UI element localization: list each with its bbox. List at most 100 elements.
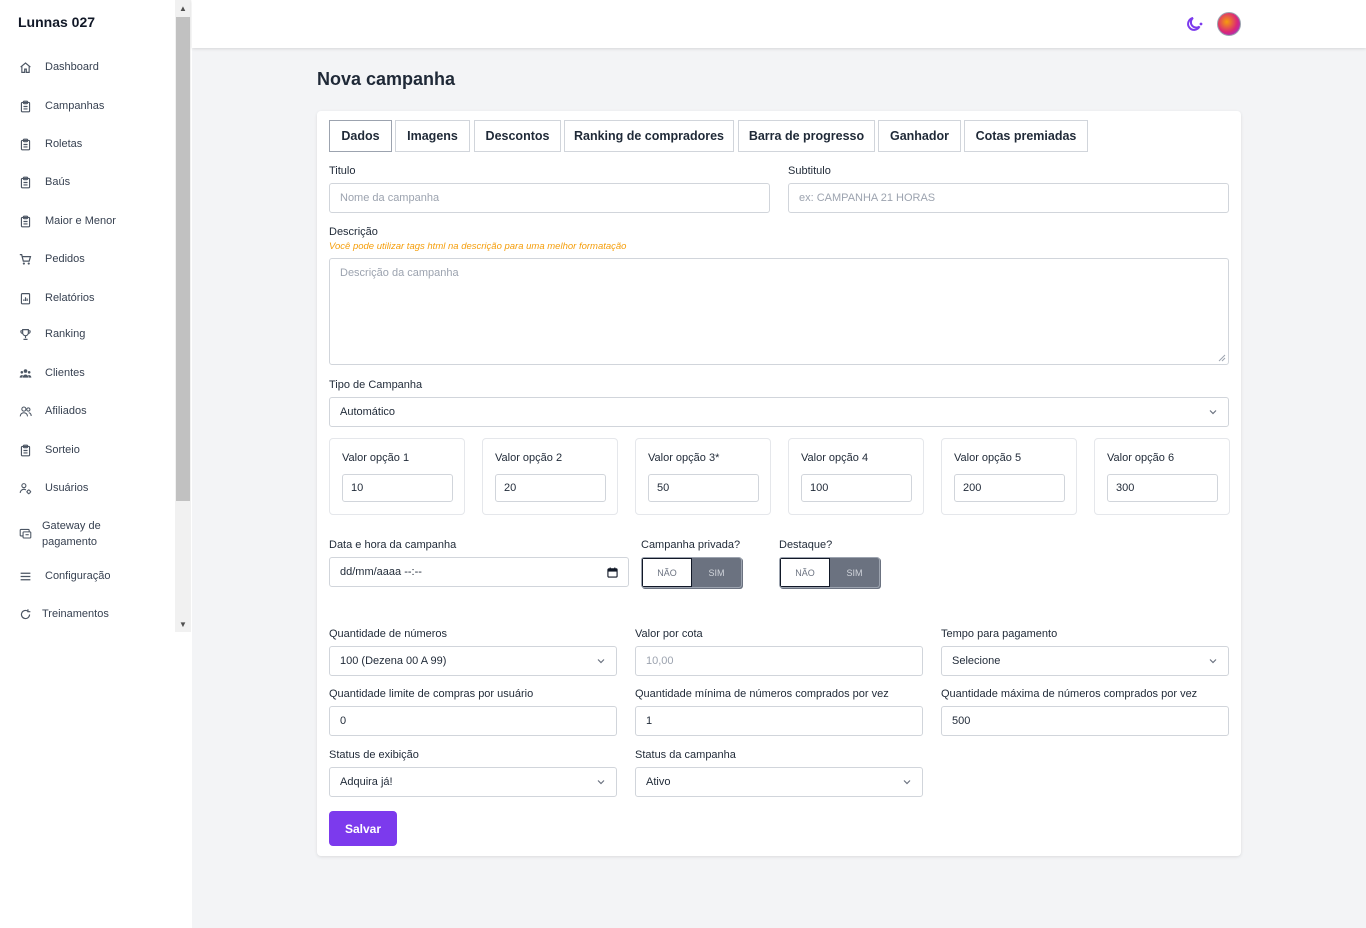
refresh-icon	[18, 607, 32, 621]
valor-opcao-4-box: Valor opção 4 100	[788, 438, 924, 515]
limite-compras-input[interactable]: 0	[329, 706, 617, 736]
tipo-campanha-select[interactable]: Automático	[329, 397, 1229, 427]
destaque-yes[interactable]: SIM	[830, 558, 879, 587]
maximo-numeros-label: Quantidade máxima de números comprados p…	[941, 688, 1198, 700]
sidebar-item-maior-menor[interactable]: Maior e Menor	[18, 213, 168, 229]
trophy-icon	[18, 327, 32, 341]
subtitulo-input[interactable]: ex: CAMPANHA 21 HORAS	[788, 183, 1229, 213]
descricao-placeholder: Descrição da campanha	[340, 267, 459, 279]
scroll-thumb[interactable]	[176, 17, 190, 501]
valor-opcao-5-label: Valor opção 5	[954, 452, 1022, 464]
valor-opcao-3-input[interactable]: 50	[648, 474, 759, 502]
clipboard-icon	[18, 214, 32, 228]
chevron-down-icon	[903, 780, 911, 785]
valor-opcao-2-box: Valor opção 2 20	[482, 438, 618, 515]
calendar-icon[interactable]	[607, 567, 618, 578]
data-hora-placeholder: dd/mm/aaaa --:--	[340, 566, 422, 578]
tab-imagens[interactable]: Imagens	[395, 120, 470, 152]
valor-opcao-1-label: Valor opção 1	[342, 452, 410, 464]
tipo-campanha-label: Tipo de Campanha	[329, 379, 423, 391]
sidebar-item-configuracao[interactable]: Configuração	[18, 568, 168, 584]
subtitulo-label: Subtitulo	[788, 165, 831, 177]
sidebar-scrollbar[interactable]: ▲ ▼	[175, 0, 191, 632]
menu-icon	[18, 569, 32, 583]
status-campanha-value: Ativo	[646, 776, 671, 788]
data-hora-input[interactable]: dd/mm/aaaa --:--	[329, 557, 629, 587]
sidebar-item-sorteio[interactable]: Sorteio	[18, 442, 168, 458]
valor-cota-label: Valor por cota	[635, 628, 703, 640]
limite-compras-label: Quantidade limite de compras por usuário	[329, 688, 534, 700]
campanha-privada-no[interactable]: NÃO	[642, 558, 692, 587]
descricao-textarea[interactable]: Descrição da campanha	[329, 258, 1229, 365]
quantidade-numeros-label: Quantidade de números	[329, 628, 448, 640]
valor-opcao-3-label: Valor opção 3*	[648, 452, 720, 464]
titulo-label: Titulo	[329, 165, 356, 177]
sidebar-item-baus[interactable]: Baús	[18, 174, 168, 190]
sidebar-item-treinamentos[interactable]: Treinamentos	[18, 606, 168, 622]
resize-handle-icon[interactable]	[1218, 354, 1226, 362]
valor-cota-input[interactable]: 10,00	[635, 646, 923, 676]
valor-opcao-1-input[interactable]: 10	[342, 474, 453, 502]
valor-opcao-6-input[interactable]: 300	[1107, 474, 1218, 502]
sidebar-item-usuarios[interactable]: Usuários	[18, 480, 168, 496]
status-campanha-label: Status da campanha	[635, 749, 736, 761]
valor-opcao-4-label: Valor opção 4	[801, 452, 869, 464]
save-button[interactable]: Salvar	[329, 811, 397, 846]
tab-ganhador[interactable]: Ganhador	[878, 120, 961, 152]
descricao-label: Descrição	[329, 226, 378, 238]
valor-opcao-4-input[interactable]: 100	[801, 474, 912, 502]
chevron-down-icon	[1209, 659, 1217, 664]
sidebar-item-relatorios[interactable]: Relatórios	[18, 290, 168, 306]
valor-opcao-5-box: Valor opção 5 200	[941, 438, 1077, 515]
users-group-icon	[18, 366, 32, 380]
quantidade-numeros-value: 100 (Dezena 00 A 99)	[340, 655, 447, 667]
sidebar-item-pedidos[interactable]: Pedidos	[18, 251, 168, 267]
status-exibicao-label: Status de exibição	[329, 749, 419, 761]
quantidade-numeros-select[interactable]: 100 (Dezena 00 A 99)	[329, 646, 617, 676]
campaign-form-card: Dados Imagens Descontos Ranking de compr…	[317, 111, 1241, 856]
titulo-input[interactable]: Nome da campanha	[329, 183, 770, 213]
chevron-down-icon	[597, 780, 605, 785]
minimo-numeros-input[interactable]: 1	[635, 706, 923, 736]
tab-dados[interactable]: Dados	[329, 120, 392, 152]
cart-icon	[18, 252, 32, 266]
sidebar-item-roletas[interactable]: Roletas	[18, 136, 168, 152]
brand-title: Lunnas 027	[18, 14, 96, 30]
sidebar-item-dashboard[interactable]: Dashboard	[18, 59, 168, 75]
clipboard-icon	[18, 99, 32, 113]
data-hora-label: Data e hora da campanha	[329, 539, 457, 551]
destaque-toggle[interactable]: NÃO SIM	[779, 557, 880, 588]
tab-ranking-compradores[interactable]: Ranking de compradores	[564, 120, 734, 152]
scroll-up-arrow-icon[interactable]: ▲	[179, 3, 187, 13]
sidebar-item-campanhas[interactable]: Campanhas	[18, 98, 168, 114]
valor-opcao-3-box: Valor opção 3* 50	[635, 438, 771, 515]
moon-icon[interactable]	[1184, 14, 1204, 34]
campanha-privada-toggle[interactable]: NÃO SIM	[641, 557, 742, 588]
tab-cotas-premiadas[interactable]: Cotas premiadas	[964, 120, 1088, 152]
sidebar-item-afiliados[interactable]: Afiliados	[18, 403, 168, 419]
destaque-label: Destaque?	[779, 539, 833, 551]
campanha-privada-yes[interactable]: SIM	[692, 558, 741, 587]
tempo-pagamento-label: Tempo para pagamento	[941, 628, 1058, 640]
destaque-no[interactable]: NÃO	[780, 558, 830, 587]
top-header	[192, 0, 1366, 48]
sidebar-item-ranking[interactable]: Ranking	[18, 326, 168, 342]
status-campanha-select[interactable]: Ativo	[635, 767, 923, 797]
scroll-down-arrow-icon[interactable]: ▼	[179, 619, 187, 629]
maximo-numeros-input[interactable]: 500	[941, 706, 1229, 736]
sidebar-item-gateway[interactable]: Gateway de pagamento	[18, 518, 168, 550]
chevron-down-icon	[597, 659, 605, 664]
valor-opcao-2-input[interactable]: 20	[495, 474, 606, 502]
sidebar-item-clientes[interactable]: Clientes	[18, 365, 168, 381]
status-exibicao-select[interactable]: Adquira já!	[329, 767, 617, 797]
minimo-numeros-label: Quantidade mínima de números comprados p…	[635, 688, 889, 700]
descricao-hint: Você pode utilizar tags html na descriçã…	[329, 241, 627, 252]
valor-opcao-5-input[interactable]: 200	[954, 474, 1065, 502]
avatar[interactable]	[1217, 12, 1241, 36]
home-icon	[18, 60, 32, 74]
valor-opcao-6-box: Valor opção 6 300	[1094, 438, 1230, 515]
tab-descontos[interactable]: Descontos	[474, 120, 561, 152]
tab-barra-progresso[interactable]: Barra de progresso	[738, 120, 875, 152]
clipboard-icon	[18, 443, 32, 457]
tempo-pagamento-select[interactable]: Selecione	[941, 646, 1229, 676]
